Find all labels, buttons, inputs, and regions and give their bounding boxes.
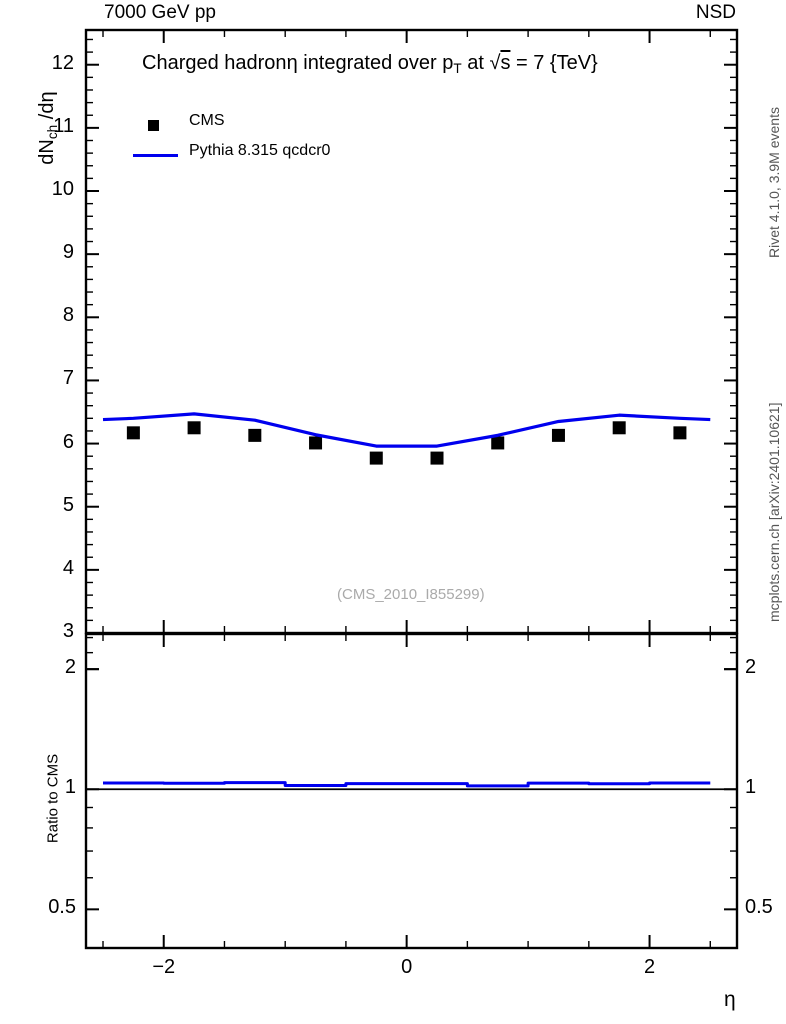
main-frame-rect <box>84 28 739 635</box>
data-marker-cms <box>491 436 505 450</box>
title-post: at <box>461 52 490 74</box>
title-pre: Charged hadron <box>142 52 287 74</box>
y-tick-label-ratio-left: 2 <box>64 656 76 679</box>
analysis-watermark: (CMS_2010_I855299) <box>337 586 485 603</box>
legend-label-cms: CMS <box>189 112 225 129</box>
data-marker-cms <box>369 451 383 465</box>
data-marker-cms <box>248 428 262 442</box>
title-eta: η <box>286 52 298 74</box>
y-tick-label-ratio-left: 0.5 <box>48 896 76 919</box>
y-tick-label-ratio-right: 0.5 <box>745 896 773 919</box>
y-tick-label-main: 8 <box>62 304 74 327</box>
plot-title: Charged hadronη integrated over pT at √s… <box>142 52 598 77</box>
x-tick-label: 0 <box>401 956 413 978</box>
legend-label-pythia: Pythia 8.315 qcdcr0 <box>189 142 331 159</box>
y-tick-label-ratio-right: 2 <box>745 656 757 679</box>
y-tick-label-main: 11 <box>53 114 74 137</box>
y-tick-label-main: 6 <box>62 430 74 453</box>
y-tick-label-main: 9 <box>62 241 74 264</box>
legend-line-pythia <box>133 154 178 157</box>
data-marker-cms <box>126 426 140 440</box>
title-mid: integrated over p <box>297 52 454 74</box>
data-marker-cms <box>551 428 565 442</box>
y-tick-label-main: 12 <box>51 51 74 74</box>
ratio-panel-frame <box>84 632 739 950</box>
main-panel-ticks <box>86 30 737 634</box>
y-tick-label-main: 3 <box>62 620 74 642</box>
data-marker-cms <box>309 436 323 450</box>
series-line-pythia <box>102 412 711 448</box>
data-marker-cms <box>673 426 687 440</box>
y-tick-label-main: 7 <box>62 367 74 390</box>
main-panel-curves <box>102 412 711 465</box>
legend-marker-cms <box>148 120 159 131</box>
main-panel-frame <box>84 28 739 635</box>
title-sub: T <box>453 61 462 77</box>
data-marker-cms <box>187 421 201 435</box>
y-tick-label-main: 5 <box>62 493 74 516</box>
y-tick-label-ratio-left: 1 <box>64 776 76 799</box>
x-tick-label: 2 <box>643 956 656 978</box>
x-tick-label: −2 <box>152 956 176 978</box>
title-sqrt-s: s <box>500 52 511 74</box>
y-tick-label-main: 10 <box>51 178 74 200</box>
y-tick-label-main: 4 <box>62 556 74 579</box>
x-axis-label: η <box>724 988 736 1011</box>
process-label: NSD <box>695 2 736 23</box>
beam-energy-label: 7000 GeV pp <box>104 2 216 23</box>
ratio-panel-curves <box>86 781 737 791</box>
ratio-panel-ticks <box>86 634 737 949</box>
y-tick-label-ratio-right: 1 <box>745 776 757 799</box>
ratio-frame-rect <box>84 632 739 950</box>
data-marker-cms <box>430 451 444 465</box>
data-marker-cms <box>612 421 626 435</box>
title-tail: = 7 {TeV} <box>510 52 598 74</box>
ratio-series-line <box>103 781 711 788</box>
